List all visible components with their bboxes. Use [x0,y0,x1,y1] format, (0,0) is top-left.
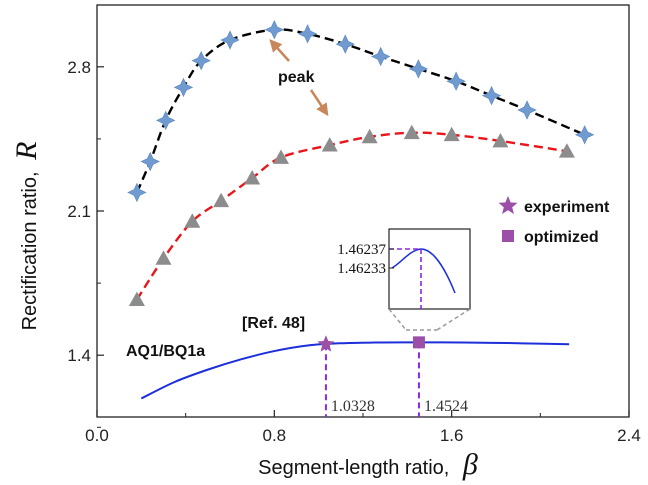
x-axis-title-text: Segment-length ratio, [258,457,449,479]
axis-ticks: 0.0 0.8 1.6 2.4 1.4 2.1 2.8 [67,58,641,445]
mid-series-marker [155,250,172,265]
x-tick-label: 0.0 [85,426,109,445]
y-axis-title-text: Rectification ratio, [19,171,41,330]
inset-ytick-1: 1.46237 [337,242,386,258]
top-series-marker [191,50,211,71]
top-series-marker [371,46,391,67]
x-axis-title: Segment-length ratio, β [258,448,478,481]
mid-series-marker [272,149,289,164]
optimized-marker [412,336,425,349]
y-axis-title: Rectification ratio, R [10,142,43,331]
legend: experiment optimized [498,196,610,246]
peak-annotation: peak [269,39,329,117]
top-series-marker [408,59,429,79]
ref-label: [Ref. 48] [242,315,305,332]
top-series-marker [264,20,285,40]
mid-series-marker [361,128,378,144]
inset-frame [388,228,471,310]
x-tick-label: 1.6 [440,426,464,445]
top-series-marker [335,34,355,54]
top-series-marker [156,110,176,131]
y-tick-label: 2.8 [67,58,91,77]
legend-optimized-label: optimized [524,229,599,246]
legend-star-marker [498,196,518,214]
mid-series-marker [213,192,230,208]
experiment-marker [317,335,335,352]
top-series-line [135,28,586,193]
top-series-marker [297,24,318,44]
top-series-marker [517,100,537,120]
legend-experiment-label: experiment [524,199,610,216]
legend-square-marker [502,230,514,242]
y-axis-symbol: R [10,142,43,161]
top-series-marker [140,151,160,172]
peak-label: peak [278,69,315,86]
mid-series-marker [403,124,420,140]
mid-series-marker [184,213,201,228]
mid-series-marker [128,291,145,306]
mid-series-marker [492,132,509,148]
curve-label: AQ1/BQ1a [126,343,205,360]
mid-series-marker [558,143,575,158]
inset-connector-left [388,308,407,331]
top-series-marker [127,182,147,203]
top-series-marker [574,125,595,145]
peak-arrow-down [309,89,329,117]
series-layer: 1.0328 1.4524 [127,20,595,417]
y-tick-label: 2.1 [67,202,91,221]
top-series-marker [173,77,194,98]
dropline-value-label: 1.4524 [424,398,468,415]
x-tick-label: 0.8 [263,426,287,445]
x-axis-symbol: β [462,448,478,481]
mid-series-marker [321,137,338,152]
inset-ytick-2: 1.46233 [337,261,386,277]
mid-series-marker [443,126,460,142]
top-series-marker [446,71,466,91]
inset: 1.46237 1.46233 [337,228,471,331]
peak-arrow-up [269,39,290,62]
top-series-marker [220,30,240,50]
dropline-value-label: 1.0328 [331,398,375,415]
blue-curve [140,341,570,400]
mid-series-marker [244,170,261,185]
y-tick-label: 1.4 [67,346,91,365]
top-series-marker [481,85,502,106]
x-tick-label: 2.4 [617,426,641,445]
inset-connector-right [436,308,471,331]
